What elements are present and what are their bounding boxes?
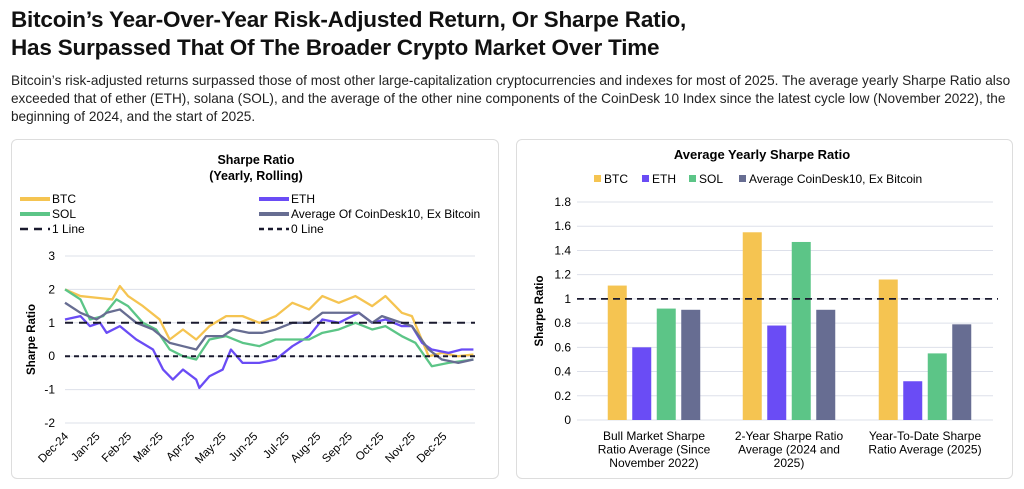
y-tick-label: 0.8 [554,316,571,330]
bar-sol [927,353,947,420]
chart-title: Average Yearly Sharpe Ratio [674,147,850,162]
y-axis-label: Sharpe Ratio [26,304,38,375]
legend-label: SOL [699,172,723,186]
x-tick-label: Aug-25 [289,431,324,466]
bar-btc [878,279,898,420]
page-title: Bitcoin’s Year-Over-Year Risk-Adjusted R… [11,6,686,62]
y-tick-label: 1.8 [554,195,571,209]
y-axis-label: Sharpe Ratio [534,276,546,347]
y-tick-label: 0.2 [554,389,571,403]
x-tick-label: Sep-25 [320,431,355,466]
bar-eth [632,347,652,420]
legend-label: BTC [52,192,76,206]
bar-avg [681,309,701,420]
rolling-sharpe-chart-panel: Sharpe Ratio (Yearly, Rolling) BTC ETH SOL Av… [11,139,499,479]
y-tick-label: 0.4 [554,365,571,379]
bar-sol [791,241,811,420]
y-tick-label: 0 [48,349,55,363]
x-tick-label: Jan-25 [69,431,102,464]
average-sharpe-chart: Average Yearly Sharpe Ratio BTC ETH SOL Aver… [534,147,998,470]
bar-avg [952,324,972,420]
bar-btc [607,285,627,420]
y-tick-label: 2 [48,282,55,296]
legend-label: 1 Line [52,222,85,236]
y-tick-label: -2 [44,416,55,430]
legend-label: 0 Line [291,222,324,236]
bar-btc [742,232,762,420]
x-tick-label: Nov-25 [383,431,418,466]
bar-sol [656,308,676,420]
x-tick-label: Feb-25 [100,431,134,465]
y-tick-label: 0.6 [554,340,571,354]
legend-swatch [689,175,696,182]
x-category-label: Average (2024 and [738,443,840,457]
legend-label: Average Of CoinDesk10, Ex Bitcoin [291,207,480,221]
x-tick-label: Oct-25 [354,431,387,464]
x-tick-label: Dec-25 [415,431,450,466]
y-tick-label: 1 [48,316,55,330]
y-tick-label: -1 [44,383,55,397]
bar-eth [903,381,923,420]
y-tick-label: 1.6 [554,219,571,233]
chart-subtitle: (Yearly, Rolling) [209,169,303,183]
legend-label: ETH [652,172,676,186]
bar-eth [767,325,787,420]
legend-label: SOL [52,207,76,221]
x-tick-label: Mar-25 [131,431,165,465]
series-line-btc [64,284,474,358]
legend-label: ETH [291,192,315,206]
title-line-2: Has Surpassed That Of The Broader Crypto… [11,35,660,60]
x-tick-label: Apr-25 [164,431,197,464]
y-tick-label: 1.4 [554,243,571,257]
x-category-label: Ratio Average (Since [598,443,711,457]
x-category-label: 2025) [774,456,805,470]
x-tick-label: May-25 [193,431,229,467]
series-line-avg [64,301,474,365]
x-category-label: Bull Market Sharpe [603,429,705,443]
average-sharpe-chart-panel: Average Yearly Sharpe Ratio BTC ETH SOL Aver… [516,139,1013,479]
y-tick-label: 3 [48,249,55,263]
x-category-label: Ratio Average (2025) [868,443,981,457]
series-line-sol [64,288,474,368]
legend-swatch [739,175,746,182]
legend-label: BTC [604,172,628,186]
x-category-label: Year-To-Date Sharpe [869,429,982,443]
chart-title: Sharpe Ratio [217,153,294,167]
x-tick-label: Jun-25 [227,431,260,464]
bar-avg [816,309,836,420]
x-tick-label: Jul-25 [261,431,292,462]
rolling-sharpe-chart: Sharpe Ratio (Yearly, Rolling) BTC ETH SOL Av… [20,153,480,467]
x-category-label: 2-Year Sharpe Ratio [735,429,844,443]
x-category-label: November 2022) [609,456,698,470]
series-line-eth [64,311,474,390]
x-tick-label: Dec-24 [36,430,71,465]
legend-swatch [594,175,601,182]
legend-label: Average CoinDesk10, Ex Bitcoin [749,172,922,186]
y-tick-label: 0 [564,413,571,427]
legend-swatch [642,175,649,182]
y-tick-label: 1 [564,292,571,306]
title-line-1: Bitcoin’s Year-Over-Year Risk-Adjusted R… [11,7,687,32]
y-tick-label: 1.2 [554,268,571,282]
subtitle: Bitcoin’s risk-adjusted returns surpasse… [11,73,1011,124]
